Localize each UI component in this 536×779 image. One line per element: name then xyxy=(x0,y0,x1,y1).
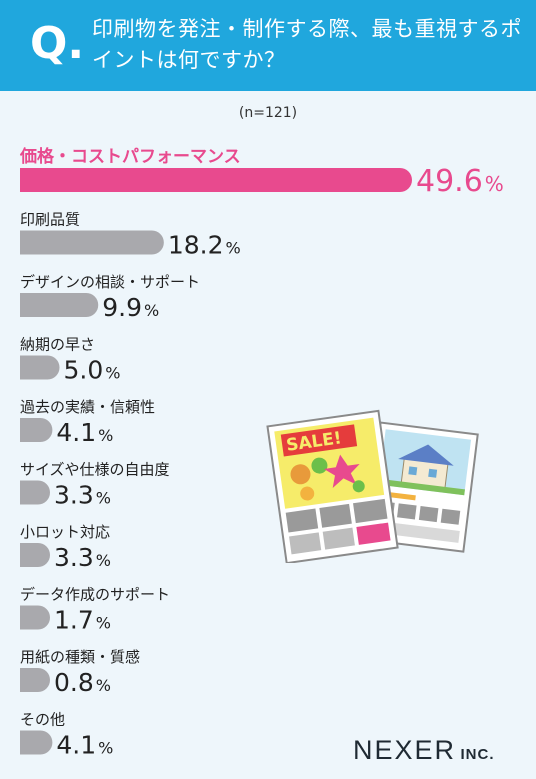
category-label: 用紙の種類・質感 xyxy=(20,648,140,666)
category-label: 小ロット対応 xyxy=(20,523,110,541)
value-unit: % xyxy=(96,614,111,633)
value-number: 5.0 xyxy=(64,356,104,385)
value-label: 18.2% xyxy=(168,231,241,260)
category-label: 価格・コストパフォーマンス xyxy=(19,146,241,167)
bar-left-edge xyxy=(20,168,32,192)
category-label: 過去の実績・信頼性 xyxy=(20,398,155,416)
value-label: 3.3% xyxy=(54,543,111,572)
bar xyxy=(20,293,99,317)
value-unit: % xyxy=(98,739,113,758)
value-label: 3.3% xyxy=(54,481,111,510)
value-unit: % xyxy=(105,364,120,383)
bar-left-edge xyxy=(20,730,32,755)
logo-main: NEXER xyxy=(353,735,457,765)
bar-left-edge xyxy=(20,230,32,255)
value-number: 49.6 xyxy=(416,164,483,199)
bar-left-edge xyxy=(20,418,32,442)
sample-size-label: (n=121) xyxy=(238,105,298,121)
value-label: 9.9% xyxy=(102,293,159,322)
category-label: 印刷品質 xyxy=(20,211,80,229)
value-unit: % xyxy=(96,489,111,508)
value-number: 3.3 xyxy=(54,481,94,510)
bar-left-edge xyxy=(20,293,32,317)
value-number: 3.3 xyxy=(54,543,94,572)
value-number: 4.1 xyxy=(56,731,96,760)
value-label: 4.1% xyxy=(56,731,113,760)
flyer-illustration: SALE! xyxy=(266,409,479,563)
bar-left-edge xyxy=(20,668,32,692)
question-header: Q. 印刷物を発注・制作する際、最も重視するポイントは何ですか？ xyxy=(0,0,536,91)
value-label: 1.7% xyxy=(54,606,111,635)
category-label: デザインの相談・サポート xyxy=(20,273,200,291)
bar xyxy=(20,230,164,255)
value-unit: % xyxy=(226,239,241,258)
bar-left-edge xyxy=(20,543,32,567)
value-label: 49.6% xyxy=(416,164,504,199)
value-label: 4.1% xyxy=(56,418,113,447)
value-number: 0.8 xyxy=(54,668,94,697)
bar-left-edge xyxy=(20,605,32,630)
question-text: 印刷物を発注・制作する際、最も重視するポイントは何ですか？ xyxy=(92,17,522,72)
nexer-logo: NEXER INC. xyxy=(353,735,494,766)
value-unit: % xyxy=(96,676,111,695)
value-unit: % xyxy=(485,172,504,196)
value-label: 0.8% xyxy=(54,668,111,697)
value-number: 18.2 xyxy=(168,231,224,260)
bar-left-edge xyxy=(20,480,32,505)
question-mark: Q. xyxy=(30,18,85,69)
category-label: 納期の早さ xyxy=(20,336,95,354)
category-label: その他 xyxy=(20,711,65,729)
bar-left-edge xyxy=(20,355,32,380)
value-label: 5.0% xyxy=(64,356,121,385)
category-label: サイズや仕様の自由度 xyxy=(20,461,170,479)
value-unit: % xyxy=(98,426,113,445)
value-number: 4.1 xyxy=(56,418,96,447)
value-number: 9.9 xyxy=(102,293,142,322)
value-unit: % xyxy=(96,551,111,570)
bar xyxy=(20,168,412,192)
logo-sub: INC. xyxy=(460,746,495,763)
value-number: 1.7 xyxy=(54,606,94,635)
value-unit: % xyxy=(144,301,159,320)
category-label: データ作成のサポート xyxy=(20,586,170,604)
